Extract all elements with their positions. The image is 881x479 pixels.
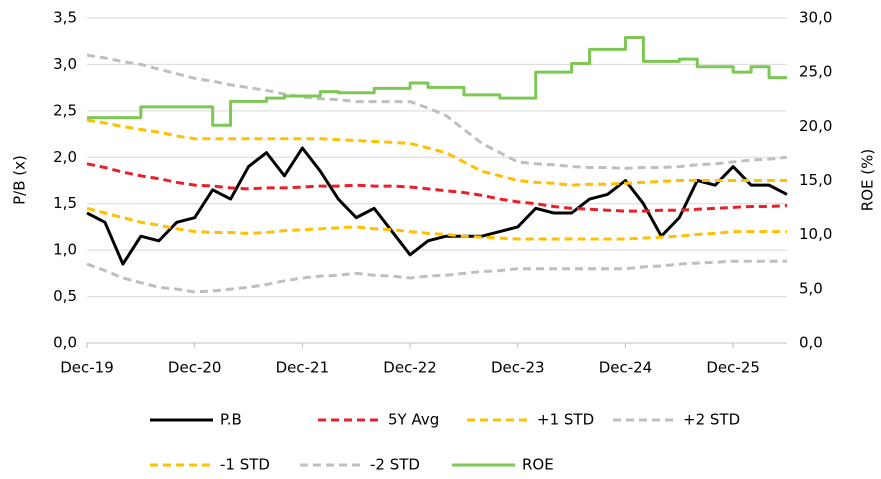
legend-label: -2 STD — [370, 456, 420, 474]
series-line — [87, 36, 787, 127]
series-line — [86, 259, 787, 294]
legend-label: 5Y Avg — [388, 411, 439, 429]
series-line — [86, 206, 787, 241]
x-tick-label: Dec-21 — [276, 359, 330, 377]
y2-tick-label: 25,0 — [799, 63, 832, 81]
y-tick-label: 1,0 — [53, 241, 77, 259]
x-tick-label: Dec-22 — [383, 359, 437, 377]
y2-tick-label: 10,0 — [799, 225, 832, 243]
legend-label: +1 STD — [537, 411, 594, 429]
y-tick-label: 2,0 — [53, 148, 77, 166]
y2-axis-label: ROE (%) — [859, 149, 877, 211]
y-tick-label: 2,5 — [53, 101, 77, 119]
legend-label: ROE — [522, 456, 554, 474]
series-line — [86, 53, 788, 170]
y2-tick-label: 5,0 — [799, 279, 823, 297]
x-tick-label: Dec-20 — [168, 359, 222, 377]
x-tick-label: Dec-25 — [706, 359, 760, 377]
y-tick-label: 3,5 — [53, 9, 77, 27]
legend-label: P.B — [220, 411, 242, 429]
y-tick-label: 0,0 — [53, 334, 77, 352]
y-tick-label: 3,0 — [53, 55, 77, 73]
x-tick-label: Dec-23 — [491, 359, 545, 377]
legend-label: -1 STD — [220, 456, 270, 474]
y-axis-label: P/B (x) — [11, 155, 29, 205]
y-tick-label: 0,5 — [53, 287, 77, 305]
y2-tick-label: 20,0 — [799, 117, 832, 135]
y2-tick-label: 0,0 — [799, 334, 823, 352]
series-line — [86, 162, 788, 213]
legend-label: +2 STD — [683, 411, 740, 429]
series-line — [86, 146, 788, 266]
x-tick-label: Dec-24 — [599, 359, 653, 377]
x-tick-label: Dec-19 — [60, 359, 114, 377]
y-tick-label: 1,5 — [53, 194, 77, 212]
y2-tick-label: 15,0 — [799, 171, 832, 189]
series-line — [86, 118, 787, 187]
y2-tick-label: 30,0 — [799, 9, 832, 27]
